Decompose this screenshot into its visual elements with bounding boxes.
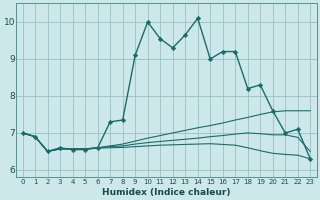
X-axis label: Humidex (Indice chaleur): Humidex (Indice chaleur) bbox=[102, 188, 231, 197]
